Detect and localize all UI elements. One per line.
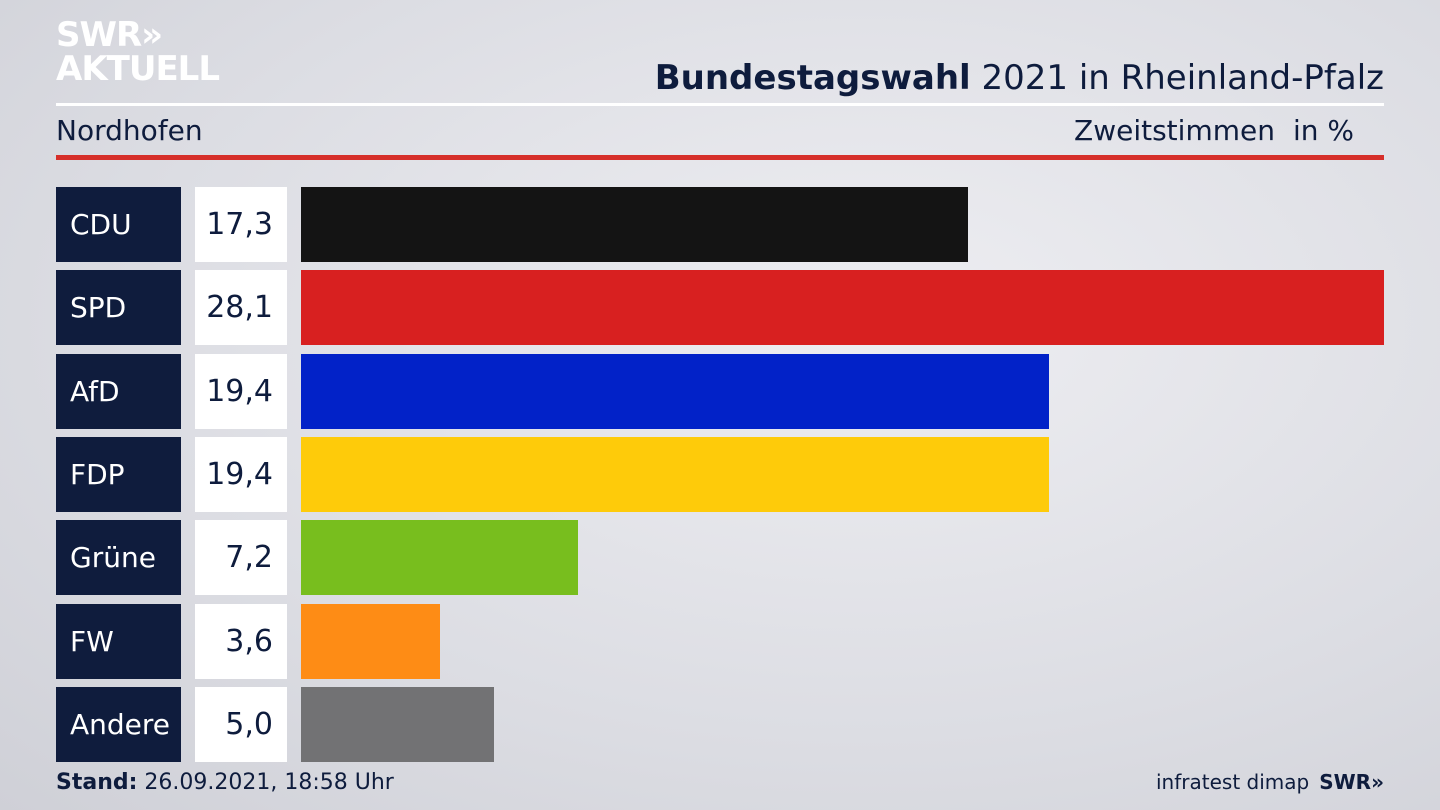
timestamp: Stand: 26.09.2021, 18:58 Uhr xyxy=(56,770,394,795)
source-credit: infratest dimap SWR» xyxy=(1156,770,1384,794)
stand-label: Stand: xyxy=(56,770,138,795)
title-bold: Bundestagswahl xyxy=(654,58,971,98)
bar-row: FDP 19,4 xyxy=(56,436,1384,512)
logo-line-1: SWR» xyxy=(56,15,163,55)
value-label: 19,4 xyxy=(195,353,287,429)
bar xyxy=(301,603,440,679)
bar-row: Andere 5,0 xyxy=(56,686,1384,762)
swr-aktuell-logo: SWR» AKTUELL xyxy=(56,15,220,89)
party-label: Andere xyxy=(56,686,181,762)
bar-row: CDU 17,3 xyxy=(56,187,1384,262)
party-label: SPD xyxy=(56,270,181,346)
bar xyxy=(301,270,1384,346)
bar-row: Grüne 7,2 xyxy=(56,520,1384,596)
value-label: 7,2 xyxy=(195,520,287,596)
unit-label: in % xyxy=(1292,114,1354,147)
stand-value: 26.09.2021, 18:58 Uhr xyxy=(137,770,394,795)
party-label: Grüne xyxy=(56,520,181,596)
chart-title: Bundestagswahl 2021 in Rheinland-Pfalz xyxy=(655,58,1384,98)
logo-line-2: AKTUELL xyxy=(56,49,220,89)
bar-row: FW 3,6 xyxy=(56,603,1384,679)
region-name: Nordhofen xyxy=(56,114,203,147)
bar xyxy=(301,353,1049,429)
party-label: FW xyxy=(56,603,181,679)
party-label: AfD xyxy=(56,353,181,429)
source-label: infratest dimap xyxy=(1156,770,1310,794)
value-label: 28,1 xyxy=(195,270,287,346)
measure-name: Zweitstimmen xyxy=(1074,114,1275,147)
subheader-divider xyxy=(56,155,1384,160)
bar xyxy=(301,520,578,596)
title-rest: 2021 in Rheinland-Pfalz xyxy=(970,58,1384,98)
value-label: 3,6 xyxy=(195,603,287,679)
bar-row: AfD 19,4 xyxy=(56,353,1384,429)
party-label: CDU xyxy=(56,187,181,262)
value-label: 17,3 xyxy=(195,187,287,262)
header-divider xyxy=(56,103,1384,106)
swr-brand-logo: SWR» xyxy=(1319,770,1384,794)
value-label: 5,0 xyxy=(195,686,287,762)
value-label: 19,4 xyxy=(195,436,287,512)
bar xyxy=(301,686,494,762)
measure-label: Zweitstimmen in % xyxy=(1074,114,1354,147)
party-label: FDP xyxy=(56,436,181,512)
bar-row: SPD 28,1 xyxy=(56,270,1384,346)
bar xyxy=(301,436,1049,512)
bar xyxy=(301,187,968,262)
